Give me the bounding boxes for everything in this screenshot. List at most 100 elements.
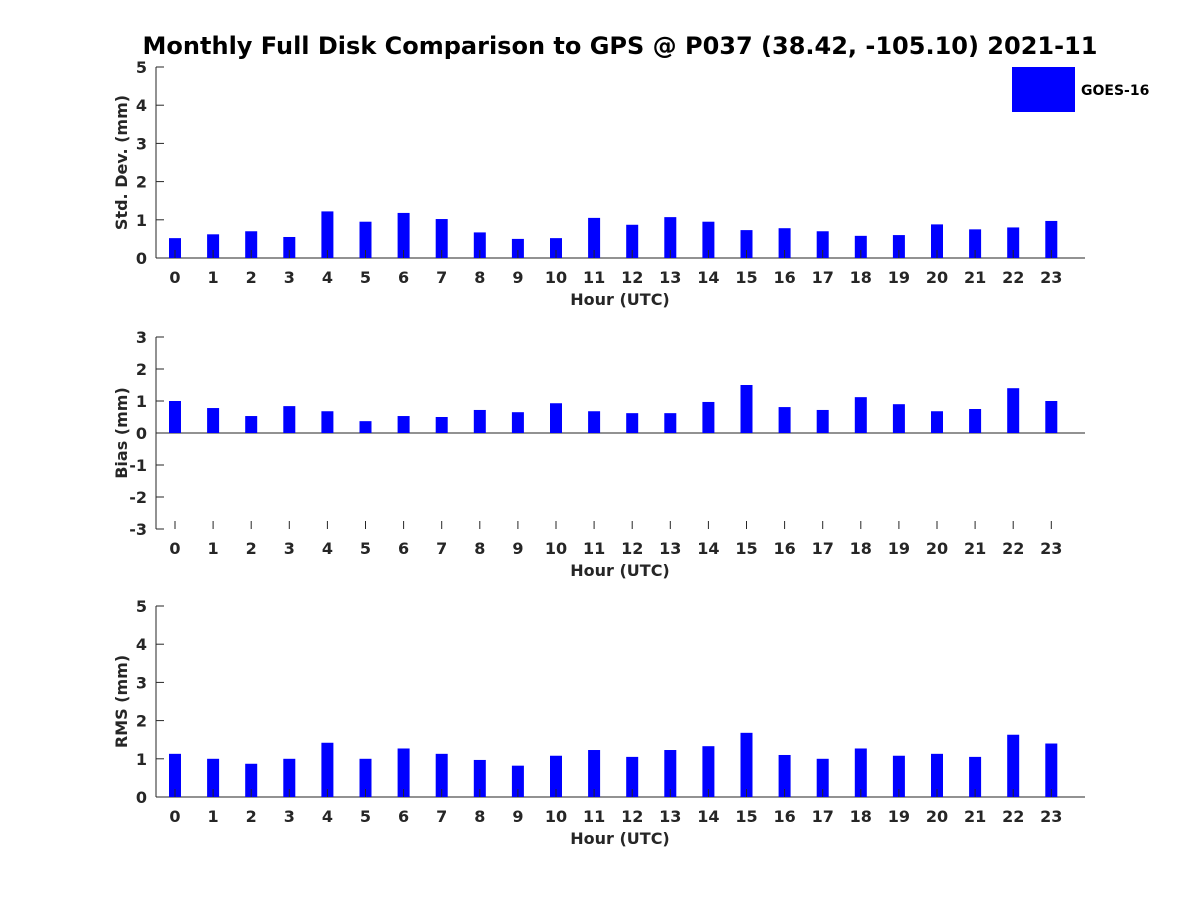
x-tick-label: 13 (659, 807, 681, 826)
x-tick-label: 7 (436, 807, 447, 826)
bar-hour-15 (740, 385, 753, 433)
x-axis-title: Hour (UTC) (570, 829, 670, 848)
x-tick-label: 8 (474, 807, 485, 826)
x-tick-label: 0 (169, 268, 180, 287)
y-axis-title: Std. Dev. (mm) (112, 95, 131, 230)
bar-hour-0 (169, 401, 181, 433)
bar-hour-10 (550, 403, 562, 433)
legend-swatch (1012, 67, 1075, 112)
bar-hour-11 (588, 217, 601, 258)
x-tick-label: 9 (512, 268, 523, 287)
bar-hour-18 (854, 235, 867, 258)
bar-hour-12 (626, 413, 639, 433)
bar-hour-3 (283, 406, 296, 433)
x-axis-title: Hour (UTC) (570, 290, 670, 309)
x-tick-label: 13 (659, 539, 681, 558)
bar-hour-19 (892, 755, 905, 797)
y-tick-label: 3 (136, 673, 147, 692)
bar-hour-15 (740, 230, 753, 258)
y-tick-label: 0 (136, 249, 147, 268)
bar-hour-7 (435, 753, 448, 797)
x-tick-label: 14 (697, 539, 719, 558)
bar-hour-8 (473, 232, 486, 258)
bar-hour-23 (1045, 220, 1058, 258)
bar-hour-17 (816, 409, 829, 433)
x-tick-label: 18 (850, 807, 872, 826)
bar-hour-9 (511, 238, 524, 258)
bar-hour-13 (664, 750, 677, 797)
y-tick-label: -2 (129, 488, 147, 507)
bar-hour-22 (1007, 227, 1020, 258)
bar-hour-17 (816, 231, 829, 258)
bar-hour-16 (778, 407, 791, 433)
x-tick-label: 2 (246, 539, 257, 558)
x-tick-label: 0 (169, 539, 180, 558)
x-tick-label: 7 (436, 268, 447, 287)
y-tick-label: 4 (136, 96, 147, 115)
x-tick-label: 5 (360, 539, 371, 558)
bar-hour-6 (397, 748, 410, 797)
x-tick-label: 0 (169, 807, 180, 826)
x-tick-label: 21 (964, 268, 986, 287)
x-tick-label: 21 (964, 539, 986, 558)
x-tick-label: 17 (812, 539, 834, 558)
x-tick-label: 16 (773, 807, 795, 826)
x-tick-label: 3 (284, 539, 295, 558)
x-tick-label: 6 (398, 807, 409, 826)
x-tick-label: 3 (284, 268, 295, 287)
x-tick-label: 2 (246, 268, 257, 287)
x-tick-label: 12 (621, 807, 643, 826)
bar-hour-22 (1007, 388, 1020, 433)
x-tick-label: 17 (812, 807, 834, 826)
bar-hour-9 (511, 412, 524, 433)
y-axis-title: RMS (mm) (112, 655, 131, 748)
x-tick-label: 14 (697, 807, 719, 826)
bar-hour-17 (816, 758, 829, 797)
x-tick-label: 11 (583, 807, 605, 826)
x-tick-label: 6 (398, 268, 409, 287)
x-tick-label: 19 (888, 268, 910, 287)
bar-hour-8 (473, 759, 486, 797)
x-tick-label: 20 (926, 807, 948, 826)
x-tick-label: 23 (1040, 268, 1062, 287)
bar-hour-6 (397, 416, 410, 433)
bar-hour-5 (359, 221, 372, 258)
x-tick-label: 5 (360, 268, 371, 287)
bar-hour-16 (778, 754, 791, 797)
x-tick-label: 10 (545, 268, 567, 287)
bar-hour-16 (778, 228, 791, 258)
bar-hour-10 (550, 238, 562, 258)
legend: GOES-16 (1012, 67, 1149, 112)
bar-hour-21 (969, 229, 982, 258)
bar-hour-21 (969, 756, 982, 797)
bar-hour-7 (435, 417, 448, 433)
chart-title: Monthly Full Disk Comparison to GPS @ P0… (143, 32, 1098, 60)
bar-hour-23 (1045, 401, 1058, 433)
x-tick-label: 1 (208, 807, 219, 826)
bar-hour-19 (892, 235, 905, 258)
y-tick-label: 0 (136, 424, 147, 443)
x-tick-label: 8 (474, 268, 485, 287)
x-tick-label: 21 (964, 807, 986, 826)
x-tick-label: 10 (545, 539, 567, 558)
y-tick-label: 1 (136, 392, 147, 411)
x-tick-label: 16 (773, 268, 795, 287)
bar-hour-5 (359, 758, 372, 797)
x-tick-label: 23 (1040, 807, 1062, 826)
bar-hour-22 (1007, 734, 1020, 797)
bar-hour-4 (321, 211, 334, 258)
bar-hour-13 (664, 217, 677, 258)
y-tick-label: -3 (129, 520, 147, 539)
x-tick-label: 14 (697, 268, 719, 287)
bar-hour-9 (511, 765, 524, 797)
x-tick-label: 6 (398, 539, 409, 558)
x-tick-label: 15 (735, 268, 757, 287)
x-tick-label: 4 (322, 268, 333, 287)
x-tick-label: 12 (621, 539, 643, 558)
x-axis-title: Hour (UTC) (570, 561, 670, 580)
bar-hour-20 (931, 753, 943, 797)
x-tick-label: 20 (926, 539, 948, 558)
